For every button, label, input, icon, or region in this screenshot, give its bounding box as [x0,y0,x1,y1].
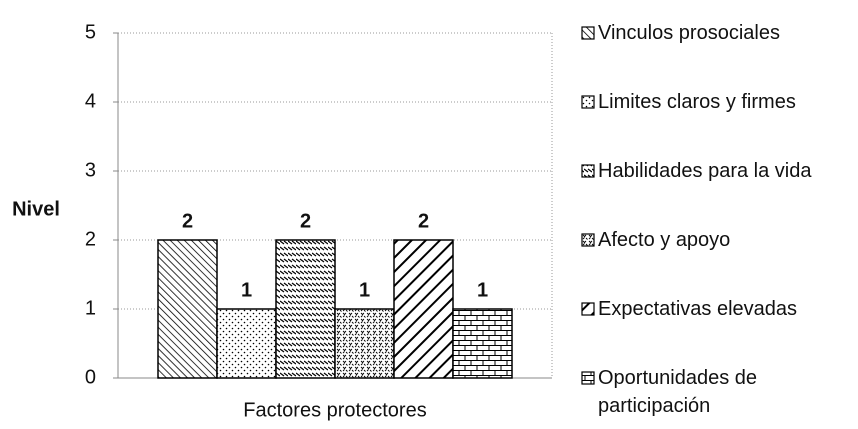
legend-label: Expectativas elevadas [598,298,798,320]
data-label: 1 [359,279,370,301]
legend-swatch [581,95,595,109]
legend-swatch [581,302,595,316]
bar [452,308,513,379]
legend-label: Habilidades para la vida [598,160,812,182]
bar [393,239,454,379]
y-axis-label: Nivel [12,198,60,220]
legend-swatch [581,233,595,247]
data-label: 2 [418,210,429,232]
y-tick-label: 4 [85,90,96,112]
y-tick-label: 2 [85,228,96,250]
legend-label: Vinculos prosociales [598,22,780,44]
y-tick-label: 3 [85,159,96,181]
legend-label: Limites claros y firmes [598,91,796,113]
bar [157,239,218,379]
data-label: 1 [477,279,488,301]
bar [275,239,336,379]
data-label: 2 [182,210,193,232]
bar [216,308,277,379]
x-axis-label: Factores protectores [243,399,426,421]
bar [334,308,395,379]
legend-swatch [581,164,595,178]
y-tick-label: 0 [85,366,96,388]
legend-label: Oportunidades de participación [598,367,758,417]
legend-swatch [581,26,595,40]
data-label: 2 [300,210,311,232]
legend-label: Afecto y apoyo [598,229,731,251]
legend-swatch [581,371,595,385]
data-label: 1 [241,279,252,301]
y-tick-label: 5 [85,21,96,43]
y-tick-label: 1 [85,297,96,319]
